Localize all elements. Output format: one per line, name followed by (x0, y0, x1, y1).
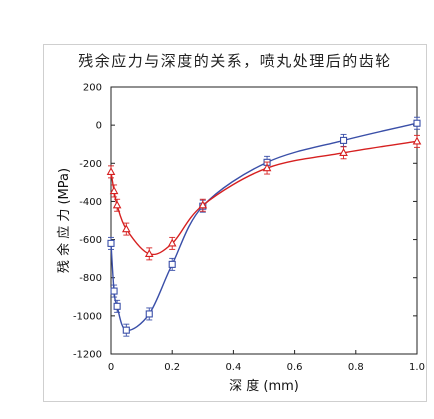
series-1-point (122, 326, 130, 334)
series-1-point (168, 260, 176, 268)
y-tick-label: -1000 (73, 311, 102, 322)
x-tick-label: 1.0 (409, 362, 425, 373)
series-2-point (112, 200, 122, 209)
x-tick-label: 0.2 (164, 362, 180, 373)
x-tick-label: 0.8 (348, 362, 364, 373)
x-tick-label: 0.4 (225, 362, 241, 373)
series-1-point (110, 287, 118, 295)
chart-frame (43, 44, 427, 402)
series-1-point (107, 239, 115, 247)
series-2-point (121, 224, 131, 233)
x-tick-label: 0 (108, 362, 114, 373)
series-2-point (339, 148, 348, 156)
x-axis-label: 深 度 (mm) (229, 378, 299, 394)
series-1-point (113, 302, 121, 310)
series-2-line (110, 140, 418, 256)
series-1-point (145, 310, 153, 318)
series-1-point (340, 136, 348, 144)
x-tick-label: 0.6 (287, 362, 303, 373)
series-2-point (167, 238, 177, 247)
series-2-point (198, 200, 208, 209)
y-tick-label: -1200 (73, 350, 102, 361)
y-tick-label: -800 (79, 273, 102, 284)
chart-title: 残余应力与深度的关系，喷丸处理后的齿轮 (78, 52, 392, 70)
plot-area-border (110, 86, 418, 355)
series-2-point (262, 163, 272, 172)
series-2-point (109, 186, 119, 195)
series-2-point (144, 249, 154, 258)
y-tick-label: -200 (79, 159, 102, 170)
y-axis-label: 残 余 应 力 (MPa) (56, 168, 72, 273)
series-1-line (110, 122, 418, 331)
series-2-point (106, 167, 116, 176)
series-1-point (413, 119, 421, 127)
y-tick-label: -400 (79, 197, 102, 208)
y-tick-label: 200 (83, 83, 102, 94)
y-tick-label: 0 (96, 121, 102, 132)
y-tick-label: -600 (79, 235, 102, 246)
series-2-point (412, 136, 422, 145)
